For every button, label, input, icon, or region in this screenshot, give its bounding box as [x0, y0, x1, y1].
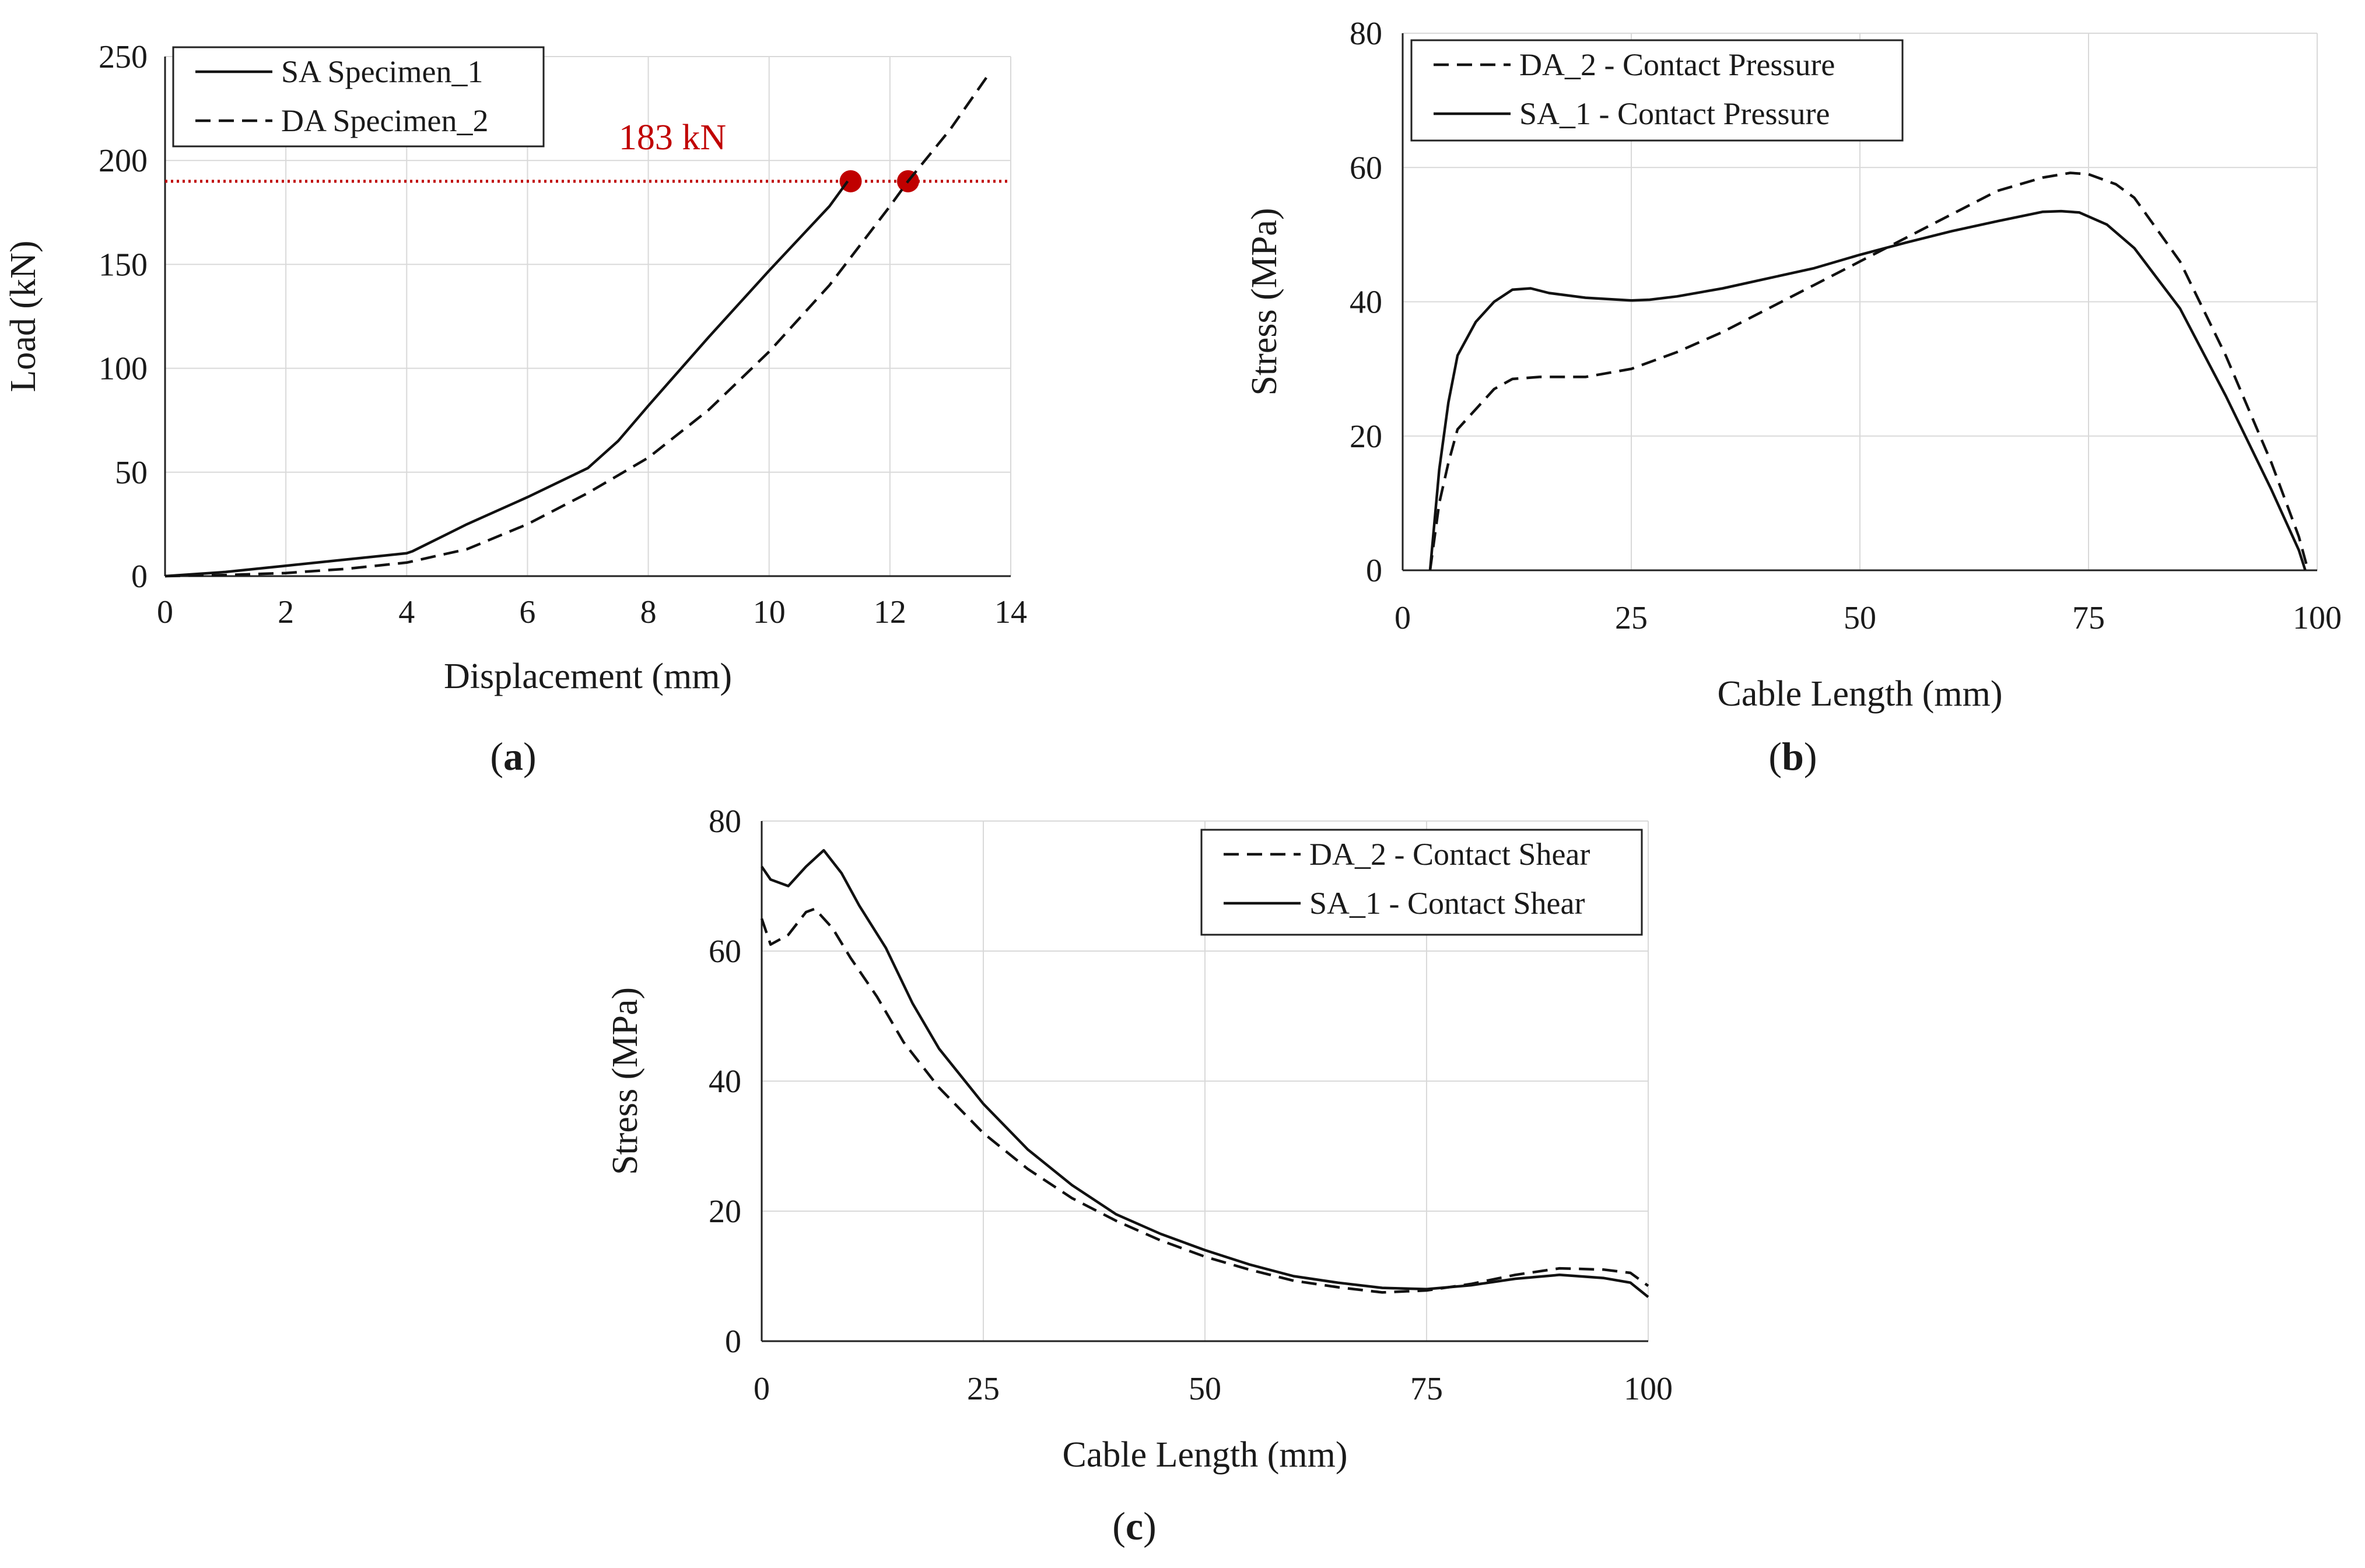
- legend-label: DA_2 - Contact Shear: [1309, 837, 1590, 872]
- x-tick-label: 100: [1624, 1371, 1673, 1407]
- legend-label: DA Specimen_2: [281, 103, 488, 138]
- series-line-da-2-contact-pressure: [1428, 171, 2310, 571]
- y-tick-label: 100: [99, 351, 148, 387]
- x-tick-label: 6: [519, 594, 535, 630]
- x-tick-label: 12: [874, 594, 906, 630]
- x-tick-label: 75: [2072, 600, 2105, 636]
- x-tick-label: 0: [754, 1371, 770, 1407]
- panel-caption: (c): [1112, 1504, 1157, 1548]
- y-tick-label: 60: [709, 934, 741, 970]
- panel-caption: (a): [490, 734, 536, 778]
- x-axis-label: Displacement (mm): [444, 657, 732, 696]
- legend-label: SA Specimen_1: [281, 54, 483, 89]
- legend-box: [1410, 39, 1904, 142]
- y-tick-label: 80: [1350, 16, 1382, 52]
- y-tick-label: 150: [99, 247, 148, 283]
- series-line-da-2-contact-shear: [760, 907, 1649, 1294]
- y-tick-label: 50: [115, 455, 148, 491]
- x-tick-label: 4: [398, 594, 415, 630]
- y-tick-label: 250: [99, 39, 148, 75]
- series-line-sa-specimen-1: [164, 180, 849, 578]
- y-tick-label: 0: [1366, 553, 1382, 589]
- threshold-label: 183 kN: [619, 118, 726, 157]
- y-tick-label: 0: [131, 559, 148, 595]
- series-line-da-specimen-2: [164, 76, 988, 578]
- x-tick-label: 14: [994, 594, 1027, 630]
- legend-box: [1200, 829, 1643, 936]
- x-tick-label: 50: [1844, 600, 1876, 636]
- legend-label: SA_1 - Contact Pressure: [1519, 96, 1830, 131]
- legend-box: [172, 46, 545, 148]
- x-tick-label: 100: [2293, 600, 2342, 636]
- y-tick-label: 0: [725, 1324, 741, 1360]
- panel-c: 0 25 50 75 100 0 20 40 60 80 Cable Length (mm) Stre…: [605, 804, 1673, 1548]
- series-line-sa-1-contact-pressure: [1428, 209, 2307, 571]
- y-tick-label: 20: [709, 1194, 741, 1230]
- legend-label: SA_1 - Contact Shear: [1309, 886, 1585, 921]
- panel-a: 0 2 4 6 8 10 12 14 0 50 100 150 200 250 Displacement (…: [3, 39, 1027, 778]
- panel-caption: (b): [1768, 734, 1817, 778]
- y-axis-label: Stress (MPa): [605, 987, 645, 1175]
- x-axis-label: Cable Length (mm): [1063, 1435, 1348, 1475]
- x-axis-label: Cable Length (mm): [1718, 674, 2003, 714]
- x-tick-label: 2: [278, 594, 294, 630]
- x-tick-label: 75: [1410, 1371, 1443, 1407]
- x-tick-label: 50: [1189, 1371, 1221, 1407]
- legend-label: DA_2 - Contact Pressure: [1519, 47, 1835, 82]
- series-line-sa-1-contact-shear: [761, 848, 1649, 1298]
- x-tick-label: 0: [1395, 600, 1411, 636]
- panel-caption-letter: a: [503, 734, 523, 778]
- panel-b: 0 25 50 75 100 0 20 40 60 80 Cable Length (mm) Stre…: [1245, 16, 2342, 778]
- y-tick-label: 80: [709, 804, 741, 840]
- x-tick-label: 10: [753, 594, 786, 630]
- x-tick-label: 0: [157, 594, 173, 630]
- x-tick-label: 8: [640, 594, 657, 630]
- y-tick-label: 200: [99, 143, 148, 179]
- panel-caption-letter: c: [1126, 1504, 1143, 1548]
- y-tick-label: 60: [1350, 150, 1382, 186]
- x-tick-label: 25: [967, 1371, 1000, 1407]
- y-axis-label: Stress (MPa): [1245, 208, 1284, 395]
- panel-caption-letter: b: [1782, 734, 1804, 778]
- y-tick-label: 40: [1350, 285, 1382, 321]
- y-axis-label: Load (kN): [3, 241, 43, 392]
- y-tick-label: 40: [709, 1064, 741, 1100]
- y-tick-label: 20: [1350, 419, 1382, 455]
- x-tick-label: 25: [1615, 600, 1648, 636]
